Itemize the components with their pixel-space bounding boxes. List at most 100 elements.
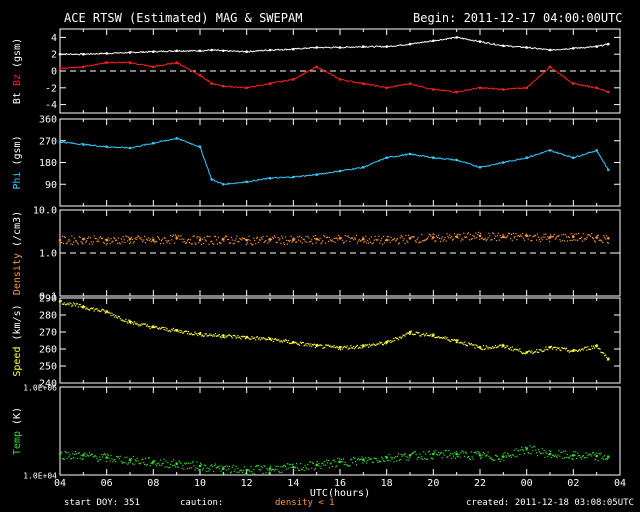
data-dot	[109, 312, 111, 314]
data-dot	[379, 461, 381, 463]
data-dot	[349, 465, 351, 467]
data-dot	[405, 234, 407, 236]
data-point-bz	[408, 82, 412, 85]
data-point-temp	[432, 452, 435, 456]
data-dot	[377, 238, 379, 241]
data-dot	[334, 346, 336, 348]
data-dot	[589, 453, 591, 455]
data-dot	[373, 457, 375, 459]
data-dot	[130, 236, 133, 238]
data-dot	[107, 312, 109, 314]
data-dot	[338, 461, 340, 463]
data-dot	[393, 461, 395, 463]
data-dot	[316, 461, 318, 463]
data-dot	[420, 458, 422, 460]
data-dot	[120, 238, 122, 240]
data-dot	[552, 347, 554, 349]
data-dot	[439, 240, 442, 243]
data-dot	[362, 462, 364, 464]
data-dot	[361, 456, 363, 458]
data-dot	[312, 344, 315, 346]
data-dot	[253, 337, 255, 339]
data-dot	[88, 455, 90, 457]
data-point-temp	[362, 458, 365, 462]
data-dot	[223, 240, 225, 242]
data-dot	[62, 458, 64, 460]
data-dot	[363, 458, 365, 460]
data-dot	[371, 461, 373, 463]
data-dot	[301, 341, 303, 344]
data-dot	[249, 239, 251, 241]
data-dot	[547, 236, 549, 238]
y-axis-label-name: Speed	[12, 347, 23, 377]
data-dot	[410, 333, 412, 335]
y-tick-label-density: 10.0	[33, 206, 57, 217]
data-dot	[348, 465, 350, 467]
data-point-density	[525, 234, 528, 238]
data-dot	[430, 457, 432, 459]
data-dot	[289, 343, 291, 345]
data-dot	[553, 233, 555, 235]
data-dot	[529, 234, 531, 236]
data-dot	[373, 239, 375, 241]
data-dot	[111, 312, 113, 314]
data-dot	[103, 453, 106, 455]
data-dot	[564, 450, 567, 452]
data-dot	[234, 240, 236, 242]
data-dot	[60, 300, 63, 302]
data-dot	[425, 238, 428, 241]
data-dot	[536, 351, 539, 353]
data-dot	[265, 339, 267, 341]
data-dot	[101, 309, 103, 311]
data-dot	[103, 310, 106, 312]
data-dot	[247, 239, 249, 241]
data-dot	[523, 352, 526, 355]
data-dot	[581, 348, 583, 350]
data-dot	[329, 345, 331, 347]
data-dot	[512, 232, 514, 234]
data-dot	[393, 239, 395, 241]
data-dot	[438, 451, 440, 453]
data-dot	[519, 453, 521, 456]
data-dot	[229, 472, 232, 474]
x-tick-label: 12	[241, 478, 253, 489]
data-dot	[130, 461, 132, 463]
data-dot	[335, 466, 337, 468]
data-dot	[323, 347, 325, 349]
data-dot	[253, 237, 255, 239]
data-dot	[290, 342, 292, 344]
data-dot	[341, 348, 344, 350]
data-dot	[350, 238, 352, 240]
data-dot	[180, 462, 182, 465]
data-dot	[380, 342, 382, 344]
data-dot	[184, 330, 186, 332]
data-point-bz	[175, 61, 178, 64]
data-dot	[67, 452, 69, 454]
created-time: created: 2011-12-18 03:08:05UTC	[466, 498, 634, 508]
data-dot	[505, 237, 507, 239]
data-dot	[108, 239, 110, 241]
data-point-phi	[455, 158, 459, 162]
data-dot	[125, 318, 127, 320]
data-point-speed	[408, 330, 412, 334]
data-dot	[602, 242, 604, 244]
data-dot	[184, 241, 186, 243]
data-dot	[493, 233, 495, 235]
data-point-density	[82, 237, 85, 241]
data-dot	[298, 469, 301, 471]
data-dot	[569, 455, 571, 457]
data-dot	[426, 334, 428, 337]
data-dot	[92, 456, 94, 458]
data-dot	[192, 460, 194, 463]
data-dot	[257, 338, 260, 340]
data-point-bt	[245, 50, 248, 53]
data-dot	[418, 456, 420, 458]
data-dot	[305, 343, 307, 345]
data-dot	[92, 241, 94, 243]
data-dot	[487, 348, 489, 350]
data-dot	[510, 456, 512, 458]
data-dot	[251, 336, 253, 338]
data-dot	[606, 235, 608, 237]
data-dot	[542, 350, 544, 352]
data-dot	[474, 347, 476, 349]
